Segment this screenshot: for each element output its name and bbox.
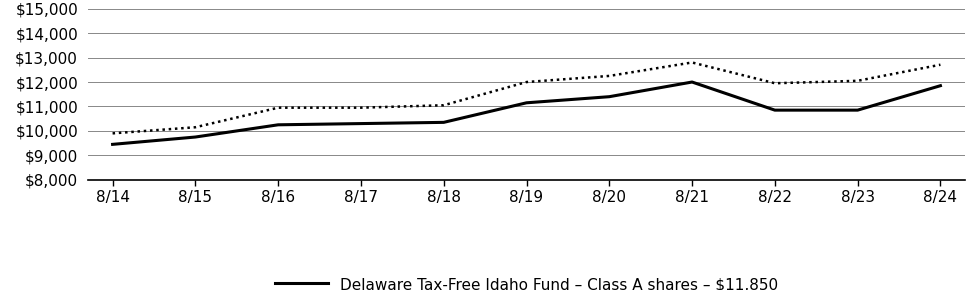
Bloomberg Municipal Bond Index – $12,708 [686,61,698,64]
Delaware Tax-Free Idaho Fund – Class A shares – $11,850 [355,122,367,125]
Bloomberg Municipal Bond Index – $12,708 [852,79,864,83]
Delaware Tax-Free Idaho Fund – Class A shares – $11,850 [189,135,201,139]
Bloomberg Municipal Bond Index – $12,708 [604,74,615,78]
Line: Bloomberg Municipal Bond Index – $12,708: Bloomberg Municipal Bond Index – $12,708 [112,62,941,133]
Line: Delaware Tax-Free Idaho Fund – Class A shares – $11,850: Delaware Tax-Free Idaho Fund – Class A s… [112,82,941,144]
Delaware Tax-Free Idaho Fund – Class A shares – $11,850 [769,108,781,112]
Bloomberg Municipal Bond Index – $12,708 [106,132,118,135]
Delaware Tax-Free Idaho Fund – Class A shares – $11,850 [272,123,284,126]
Delaware Tax-Free Idaho Fund – Class A shares – $11,850 [106,143,118,146]
Delaware Tax-Free Idaho Fund – Class A shares – $11,850 [521,101,532,105]
Bloomberg Municipal Bond Index – $12,708 [438,104,449,107]
Bloomberg Municipal Bond Index – $12,708 [189,126,201,129]
Bloomberg Municipal Bond Index – $12,708 [355,106,367,109]
Delaware Tax-Free Idaho Fund – Class A shares – $11,850 [935,84,947,88]
Bloomberg Municipal Bond Index – $12,708 [521,80,532,84]
Bloomberg Municipal Bond Index – $12,708 [769,81,781,85]
Delaware Tax-Free Idaho Fund – Class A shares – $11,850 [852,108,864,112]
Delaware Tax-Free Idaho Fund – Class A shares – $11,850 [604,95,615,98]
Bloomberg Municipal Bond Index – $12,708 [935,63,947,66]
Delaware Tax-Free Idaho Fund – Class A shares – $11,850 [686,80,698,84]
Legend: Delaware Tax-Free Idaho Fund – Class A shares – $11,850, Bloomberg Municipal Bon: Delaware Tax-Free Idaho Fund – Class A s… [275,276,778,290]
Delaware Tax-Free Idaho Fund – Class A shares – $11,850 [438,121,449,124]
Bloomberg Municipal Bond Index – $12,708 [272,106,284,109]
